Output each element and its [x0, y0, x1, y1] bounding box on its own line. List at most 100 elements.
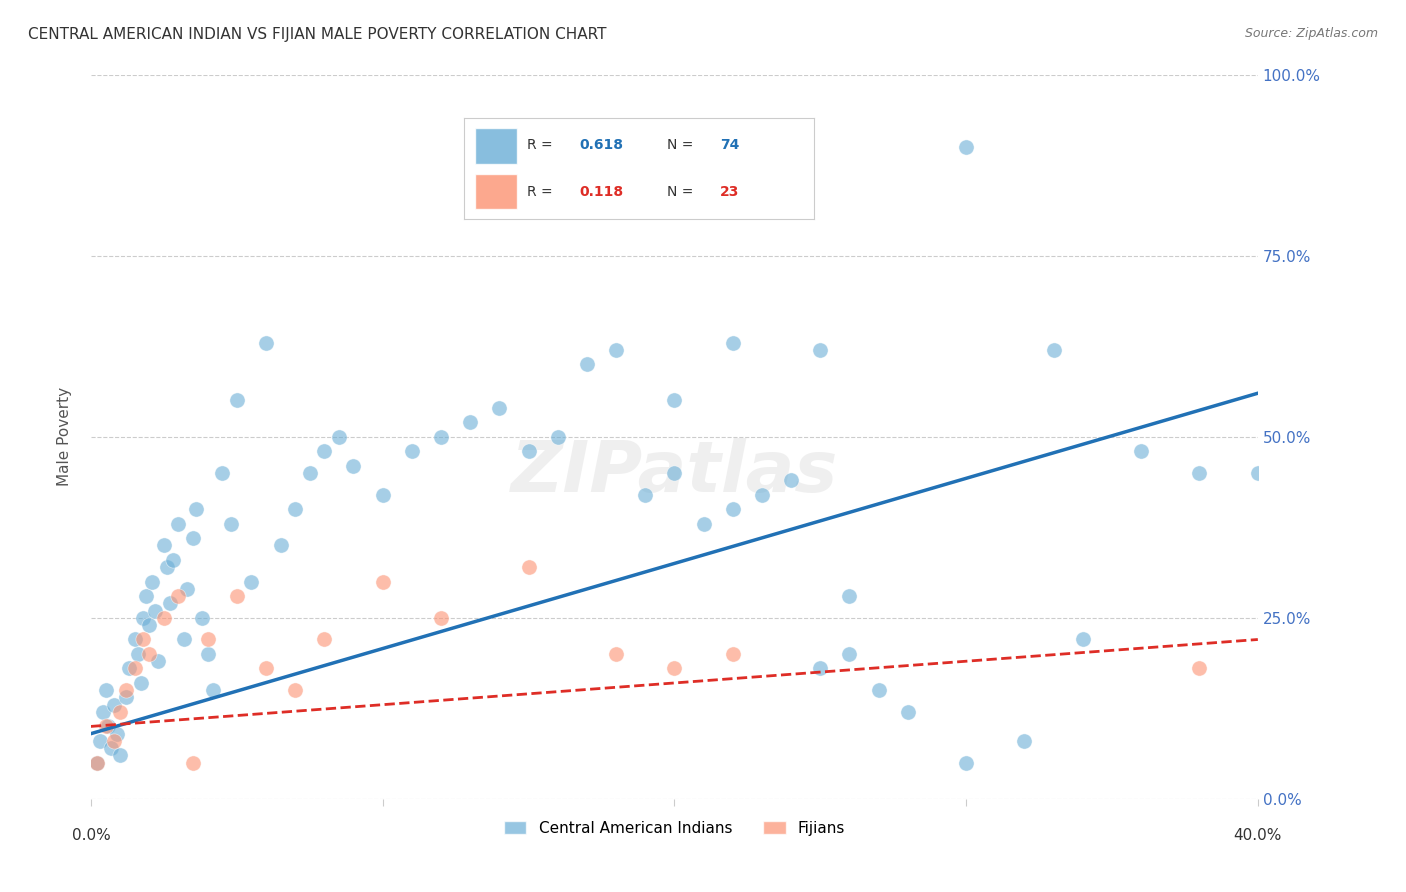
- Point: [458, 415, 481, 429]
- Point: [132, 632, 155, 647]
- Point: [132, 611, 155, 625]
- Point: [1014, 734, 1036, 748]
- Point: [575, 357, 598, 371]
- Point: [721, 335, 744, 350]
- Point: [547, 430, 569, 444]
- Point: [342, 458, 364, 473]
- Point: [955, 140, 977, 154]
- Point: [115, 683, 138, 698]
- Point: [124, 632, 146, 647]
- Point: [153, 611, 176, 625]
- Point: [94, 683, 117, 698]
- Point: [1130, 444, 1153, 458]
- Point: [127, 647, 149, 661]
- Point: [153, 538, 176, 552]
- Text: 40.0%: 40.0%: [1233, 828, 1282, 843]
- Point: [173, 632, 195, 647]
- Point: [664, 661, 686, 675]
- Point: [159, 596, 181, 610]
- Point: [808, 661, 831, 675]
- Point: [191, 611, 214, 625]
- Point: [838, 647, 860, 661]
- Point: [721, 647, 744, 661]
- Point: [664, 466, 686, 480]
- Point: [135, 589, 157, 603]
- Legend: Central American Indians, Fijians: Central American Indians, Fijians: [498, 814, 852, 842]
- Point: [86, 756, 108, 770]
- Point: [1071, 632, 1094, 647]
- Point: [197, 647, 219, 661]
- Point: [808, 343, 831, 357]
- Point: [167, 516, 190, 531]
- Point: [721, 502, 744, 516]
- Point: [89, 734, 111, 748]
- Point: [780, 473, 803, 487]
- Point: [105, 726, 128, 740]
- Point: [146, 654, 169, 668]
- Point: [108, 748, 131, 763]
- Point: [430, 611, 453, 625]
- Point: [371, 574, 394, 589]
- Point: [156, 560, 179, 574]
- Text: 0.0%: 0.0%: [72, 828, 110, 843]
- Text: ZIPatlas: ZIPatlas: [510, 438, 838, 508]
- Point: [1188, 661, 1211, 675]
- Point: [143, 603, 166, 617]
- Point: [167, 589, 190, 603]
- Point: [141, 574, 163, 589]
- Point: [897, 705, 920, 719]
- Point: [430, 430, 453, 444]
- Point: [162, 553, 184, 567]
- Point: [225, 589, 247, 603]
- Point: [692, 516, 714, 531]
- Point: [1042, 343, 1064, 357]
- Point: [517, 444, 540, 458]
- Point: [284, 502, 307, 516]
- Point: [314, 632, 336, 647]
- Point: [197, 632, 219, 647]
- Point: [955, 756, 977, 770]
- Point: [118, 661, 141, 675]
- Point: [181, 756, 204, 770]
- Point: [91, 705, 114, 719]
- Point: [202, 683, 225, 698]
- Point: [176, 582, 198, 596]
- Point: [284, 683, 307, 698]
- Point: [401, 444, 423, 458]
- Point: [103, 698, 125, 712]
- Point: [115, 690, 138, 705]
- Point: [254, 661, 277, 675]
- Point: [86, 756, 108, 770]
- Point: [517, 560, 540, 574]
- Point: [751, 488, 773, 502]
- Point: [605, 647, 627, 661]
- Point: [103, 734, 125, 748]
- Point: [124, 661, 146, 675]
- Point: [605, 343, 627, 357]
- Point: [184, 502, 207, 516]
- Point: [240, 574, 263, 589]
- Point: [181, 531, 204, 545]
- Point: [108, 705, 131, 719]
- Text: Source: ZipAtlas.com: Source: ZipAtlas.com: [1244, 27, 1378, 40]
- Text: CENTRAL AMERICAN INDIAN VS FIJIAN MALE POVERTY CORRELATION CHART: CENTRAL AMERICAN INDIAN VS FIJIAN MALE P…: [28, 27, 606, 42]
- Point: [868, 683, 890, 698]
- Point: [97, 719, 120, 733]
- Point: [225, 393, 247, 408]
- Point: [1247, 466, 1270, 480]
- Y-axis label: Male Poverty: Male Poverty: [58, 387, 72, 486]
- Point: [371, 488, 394, 502]
- Point: [634, 488, 657, 502]
- Point: [314, 444, 336, 458]
- Point: [94, 719, 117, 733]
- Point: [100, 741, 122, 756]
- Point: [328, 430, 350, 444]
- Point: [298, 466, 321, 480]
- Point: [138, 647, 160, 661]
- Point: [1188, 466, 1211, 480]
- Point: [129, 676, 152, 690]
- Point: [211, 466, 233, 480]
- Point: [488, 401, 510, 415]
- Point: [254, 335, 277, 350]
- Point: [219, 516, 242, 531]
